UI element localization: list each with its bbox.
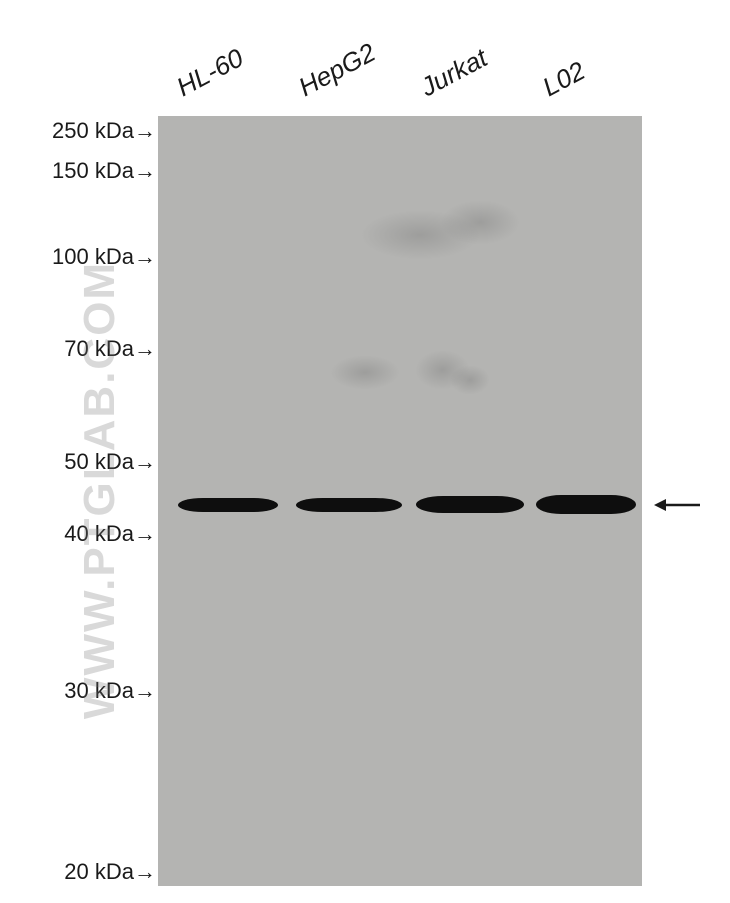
watermark-text: WWW.PTGLAB.COM <box>75 261 125 719</box>
smudge <box>440 200 520 245</box>
marker-text: 20 kDa <box>64 859 134 884</box>
target-band-arrow-icon <box>652 490 702 520</box>
lane-label-0: HL-60 <box>171 42 248 103</box>
band-lane-3 <box>536 495 636 514</box>
arrow-right-icon: → <box>134 678 156 703</box>
figure-container: HL-60 HepG2 Jurkat L02 250 kDa→ 150 kDa→… <box>0 0 730 903</box>
arrow-right-icon: → <box>134 449 156 474</box>
band-lane-2 <box>416 496 524 513</box>
marker-text: 250 kDa <box>52 118 134 143</box>
marker-150: 150 kDa→ <box>8 158 156 184</box>
marker-250: 250 kDa→ <box>8 118 156 144</box>
lane-label-3: L02 <box>537 55 590 103</box>
arrow-right-icon: → <box>134 859 156 884</box>
smudge <box>330 355 400 390</box>
lane-label-2: Jurkat <box>415 42 492 103</box>
marker-text: 150 kDa <box>52 158 134 183</box>
arrow-right-icon: → <box>134 244 156 269</box>
band-lane-1 <box>296 498 402 512</box>
marker-20: 20 kDa→ <box>8 859 156 885</box>
band-lane-0 <box>178 498 278 512</box>
lane-label-1: HepG2 <box>293 37 380 103</box>
arrow-right-icon: → <box>134 118 156 143</box>
arrow-right-icon: → <box>134 336 156 361</box>
arrow-right-icon: → <box>134 158 156 183</box>
arrow-right-icon: → <box>134 521 156 546</box>
smudge <box>450 365 490 395</box>
